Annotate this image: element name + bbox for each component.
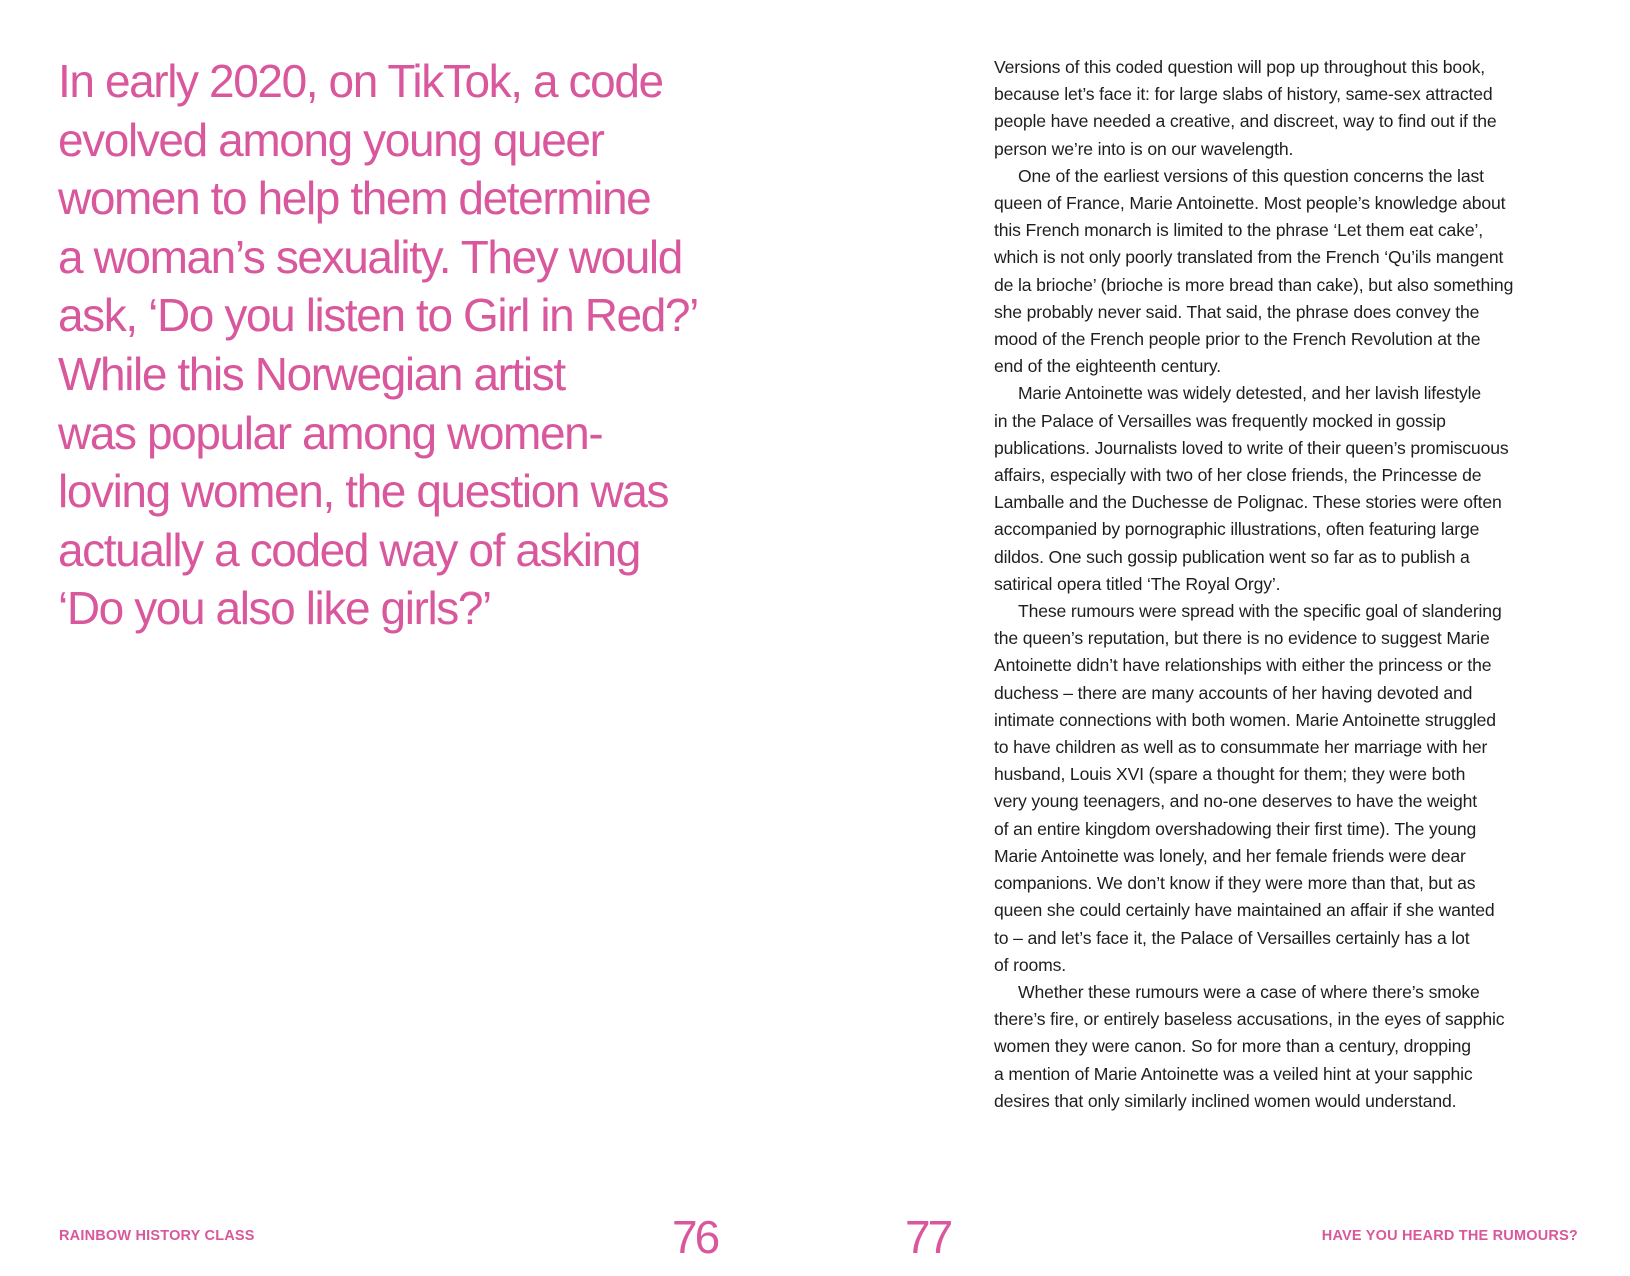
body-line: husband, Louis XVI (spare a thought for …	[994, 764, 1466, 785]
body-line: queen she could certainly have maintaine…	[994, 900, 1495, 921]
pull-quote-line: was popular among women-	[58, 406, 604, 459]
body-line: in the Palace of Versailles was frequent…	[994, 410, 1446, 431]
pull-quote: In early 2020, on TikTok, a code evolved …	[58, 52, 699, 638]
body-line: de la brioche’ (brioche is more bread th…	[994, 274, 1514, 295]
body-line: very young teenagers, and no-one deserve…	[994, 791, 1477, 812]
pull-quote-line: women to help them determine	[58, 172, 652, 225]
body-line: satirical opera titled ‘The Royal Orgy’.	[994, 573, 1281, 594]
body-line: Antoinette didn’t have relationships wit…	[994, 655, 1492, 676]
pull-quote-line: While this Norwegian artist	[58, 347, 566, 400]
body-line: the queen’s reputation, but there is no …	[994, 628, 1490, 649]
body-line: companions. We don’t know if they were m…	[994, 873, 1476, 894]
body-line: intimate connections with both women. Ma…	[994, 709, 1496, 730]
body-line: of an entire kingdom overshadowing their…	[994, 818, 1477, 839]
pull-quote-line: ‘Do you also like girls?’	[58, 582, 492, 635]
body-line: there’s fire, or entirely baseless accus…	[994, 1009, 1505, 1030]
body-line: These rumours were spread with the speci…	[1018, 601, 1502, 622]
body-text: Versions of this coded question will pop…	[994, 54, 1513, 1115]
body-line: person we’re into is on our wavelength.	[994, 138, 1294, 159]
body-line: to have children as well as to consummat…	[994, 737, 1488, 758]
body-line: dildos. One such gossip publication went…	[994, 546, 1470, 567]
body-line: people have needed a creative, and discr…	[994, 111, 1497, 132]
page-number-right: 77	[905, 1211, 953, 1263]
running-head-left: RAINBOW HISTORY CLASS	[59, 1228, 255, 1244]
pull-quote-line: ask, ‘Do you listen to Girl in Red?’	[58, 289, 699, 342]
body-line: because let’s face it: for large slabs o…	[994, 84, 1493, 105]
body-line: desires that only similarly inclined wom…	[994, 1090, 1457, 1111]
pull-quote-line: a woman’s sexuality. They would	[58, 230, 683, 283]
body-line: mood of the French people prior to the F…	[994, 329, 1481, 350]
pull-quote-line: actually a coded way of asking	[58, 523, 641, 576]
pull-quote-line: evolved among young queer	[58, 113, 605, 166]
body-line: Versions of this coded question will pop…	[994, 57, 1486, 77]
body-line: publications. Journalists loved to write…	[994, 437, 1509, 458]
body-line: Lamballe and the Duchesse de Polignac. T…	[994, 492, 1502, 513]
body-line: One of the earliest versions of this que…	[1018, 165, 1484, 186]
running-head-right: HAVE YOU HEARD THE RUMOURS?	[1321, 1228, 1578, 1244]
body-line: duchess – there are many accounts of her…	[994, 682, 1473, 703]
body-line: to – and let’s face it, the Palace of Ve…	[994, 927, 1470, 948]
body-line: queen of France, Marie Antoinette. Most …	[994, 193, 1506, 214]
body-line: accompanied by pornographic illustration…	[994, 519, 1480, 540]
body-line: a mention of Marie Antoinette was a veil…	[994, 1063, 1473, 1084]
body-line: which is not only poorly translated from…	[994, 247, 1504, 268]
body-line: this French monarch is limited to the ph…	[994, 220, 1483, 241]
body-line: Whether these rumours were a case of whe…	[1018, 981, 1480, 1002]
body-line: she probably never said. That said, the …	[994, 301, 1480, 322]
page-number-left: 76	[672, 1211, 720, 1263]
pull-quote-line: loving women, the question was	[58, 465, 669, 518]
pull-quote-line: In early 2020, on TikTok, a code	[58, 55, 664, 107]
body-line: affairs, especially with two of her clos…	[994, 465, 1482, 486]
body-line: Marie Antoinette was lonely, and her fem…	[994, 845, 1466, 866]
body-line: end of the eighteenth century.	[994, 356, 1221, 377]
body-line: of rooms.	[994, 954, 1066, 975]
body-line: Marie Antoinette was widely detested, an…	[1018, 383, 1482, 404]
body-line: women they were canon. So for more than …	[994, 1036, 1471, 1057]
